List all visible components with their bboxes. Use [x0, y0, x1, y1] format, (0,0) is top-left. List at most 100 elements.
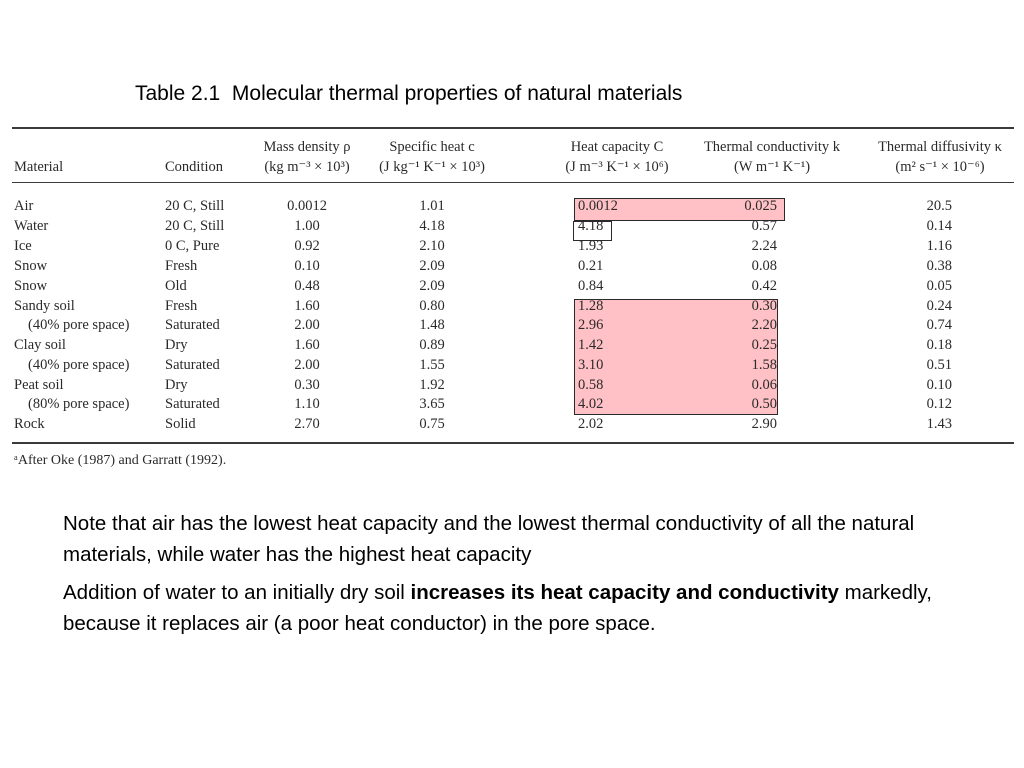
cell-thermal-conductivity: 0.08: [751, 258, 777, 274]
cell-heat-capacity: 2.02: [578, 416, 604, 432]
cell-condition: Fresh: [165, 258, 198, 274]
cell-specific-heat: 0.80: [419, 298, 445, 314]
cell-heat-capacity: 2.96: [578, 317, 604, 333]
column-header-heat-capacity: Heat capacity C: [570, 139, 664, 155]
cell-thermal-diffusivity: 0.14: [926, 218, 952, 234]
column-header-condition: Condition: [165, 159, 224, 175]
cell-mass-density: 2.70: [294, 416, 320, 432]
cell-mass-density: 0.48: [294, 278, 320, 294]
cell-material: (40% pore space): [28, 317, 130, 333]
cell-thermal-diffusivity: 20.5: [926, 198, 952, 214]
cell-heat-capacity: 0.58: [578, 377, 604, 393]
cell-condition: Saturated: [165, 357, 220, 373]
cell-material: Snow: [14, 278, 48, 294]
column-header-thermal-conductivity: (W m⁻¹ K⁻¹): [733, 159, 811, 175]
table-top-rule: [12, 127, 1014, 129]
note-text: markedly, because it replaces air (a poo…: [63, 581, 932, 635]
cell-specific-heat: 3.65: [419, 396, 445, 412]
cell-mass-density: 0.92: [294, 238, 320, 254]
cell-thermal-diffusivity: 1.16: [926, 238, 952, 254]
cell-thermal-diffusivity: 0.05: [926, 278, 952, 294]
column-header-mass-density: Mass density ρ: [263, 139, 351, 155]
soils-highlight-box: [574, 299, 778, 415]
column-header-thermal-conductivity: Thermal conductivity k: [703, 139, 841, 155]
column-header-material: Material: [14, 159, 64, 175]
cell-specific-heat: 1.01: [419, 198, 445, 214]
column-header-heat-capacity: (J m⁻³ K⁻¹ × 10⁶): [565, 159, 669, 175]
cell-specific-heat: 2.10: [419, 238, 445, 254]
cell-heat-capacity: 0.84: [578, 278, 604, 294]
cell-material: Rock: [14, 416, 45, 432]
cell-condition: Saturated: [165, 317, 220, 333]
table-footnote: ᵃAfter Oke (1987) and Garratt (1992).: [14, 453, 227, 468]
note-emphasis: increases its heat capacity and conducti…: [410, 581, 839, 604]
cell-thermal-conductivity: 0.42: [751, 278, 777, 294]
cell-mass-density: 1.10: [294, 396, 320, 412]
cell-thermal-diffusivity: 0.18: [926, 337, 952, 353]
cell-condition: Dry: [165, 377, 188, 393]
cell-specific-heat: 1.55: [419, 357, 445, 373]
cell-mass-density: 1.60: [294, 298, 320, 314]
cell-material: Water: [14, 218, 49, 234]
cell-heat-capacity: 4.02: [578, 396, 604, 412]
cell-thermal-conductivity: 0.57: [751, 218, 777, 234]
cell-thermal-diffusivity: 0.10: [926, 377, 952, 393]
cell-heat-capacity: 1.28: [578, 298, 604, 314]
cell-material: Sandy soil: [14, 298, 75, 314]
cell-thermal-diffusivity: 0.24: [926, 298, 952, 314]
water-outline-box: [573, 221, 612, 241]
cell-material: Air: [14, 198, 34, 214]
thermal-properties-table: Material Condition Mass density ρ (kg m⁻³ ×…: [12, 127, 1014, 472]
cell-mass-density: 1.00: [294, 218, 320, 234]
table-header-rule: [12, 182, 1014, 183]
cell-thermal-diffusivity: 0.12: [926, 396, 952, 412]
air-highlight-box: [574, 198, 785, 221]
cell-thermal-conductivity: 0.30: [751, 298, 777, 314]
cell-material: Clay soil: [14, 337, 66, 353]
cell-mass-density: 1.60: [294, 337, 320, 353]
cell-thermal-diffusivity: 0.38: [926, 258, 952, 274]
cell-thermal-conductivity: 1.58: [751, 357, 777, 373]
cell-thermal-diffusivity: 0.74: [926, 317, 952, 333]
slide-title: Table 2.1 Molecular thermal properties o…: [135, 82, 683, 105]
cell-specific-heat: 1.92: [419, 377, 445, 393]
cell-thermal-conductivity: 0.06: [751, 377, 777, 393]
cell-thermal-conductivity: 2.90: [751, 416, 777, 432]
cell-mass-density: 2.00: [294, 357, 320, 373]
cell-heat-capacity: 0.0012: [578, 198, 618, 214]
cell-condition: 20 C, Still: [165, 218, 225, 234]
cell-specific-heat: 2.09: [419, 278, 445, 294]
cell-condition: 20 C, Still: [165, 198, 225, 214]
cell-condition: Old: [165, 278, 187, 294]
cell-material: Peat soil: [14, 377, 64, 393]
cell-condition: Dry: [165, 337, 188, 353]
cell-specific-heat: 4.18: [419, 218, 445, 234]
cell-thermal-conductivity: 2.20: [751, 317, 777, 333]
cell-condition: Fresh: [165, 298, 198, 314]
cell-mass-density: 0.30: [294, 377, 320, 393]
cell-heat-capacity: 3.10: [578, 357, 604, 373]
column-header-specific-heat: Specific heat c: [389, 139, 475, 155]
cell-mass-density: 2.00: [294, 317, 320, 333]
cell-specific-heat: 0.89: [419, 337, 445, 353]
cell-condition: Saturated: [165, 396, 220, 412]
cell-heat-capacity: 4.18: [578, 218, 604, 234]
cell-heat-capacity: 1.42: [578, 337, 604, 353]
cell-thermal-diffusivity: 1.43: [926, 416, 952, 432]
column-header-thermal-diffusivity: Thermal diffusivity κ: [878, 139, 1002, 155]
column-header-specific-heat: (J kg⁻¹ K⁻¹ × 10³): [379, 159, 485, 175]
column-header-mass-density: (kg m⁻³ × 10³): [264, 159, 350, 175]
cell-thermal-conductivity: 0.025: [744, 198, 777, 214]
column-header-thermal-diffusivity: (m² s⁻¹ × 10⁻⁶): [895, 159, 985, 175]
cell-mass-density: 0.0012: [287, 198, 327, 214]
cell-material: (40% pore space): [28, 357, 130, 373]
cell-specific-heat: 2.09: [419, 258, 445, 274]
cell-heat-capacity: 1.93: [578, 238, 604, 254]
note-text: Addition of water to an initially dry so…: [63, 581, 411, 604]
cell-thermal-conductivity: 0.50: [751, 396, 777, 412]
cell-material: Ice: [14, 238, 32, 254]
cell-condition: Solid: [165, 416, 196, 432]
cell-mass-density: 0.10: [294, 258, 320, 274]
note-paragraph-2: Addition of water to an initially dry so…: [63, 577, 963, 639]
cell-material: (80% pore space): [28, 396, 130, 412]
